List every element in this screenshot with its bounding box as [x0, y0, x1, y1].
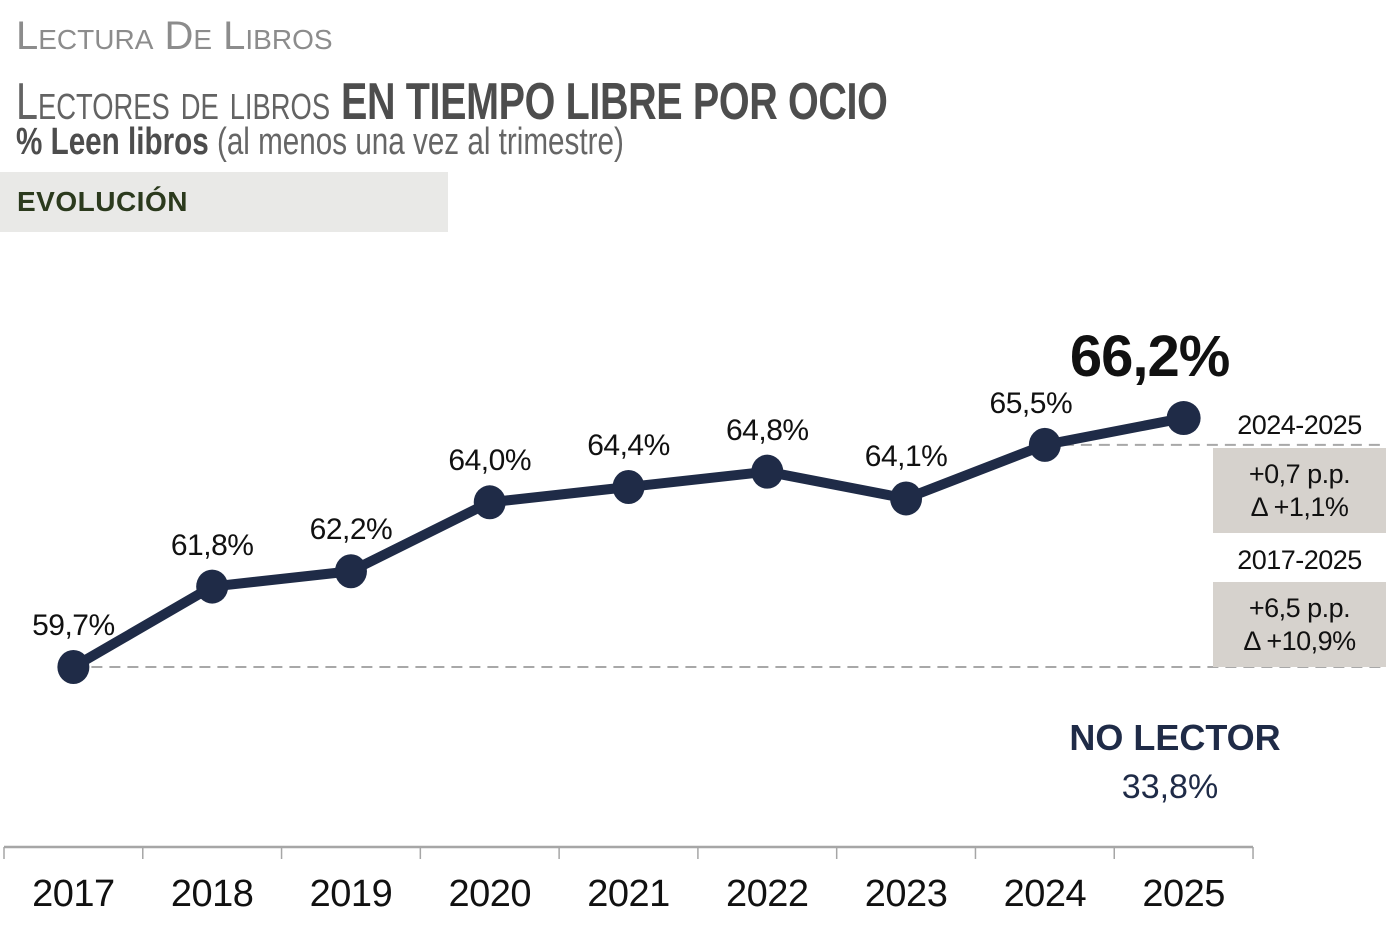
- value-label-2019: 62,2%: [309, 513, 393, 547]
- data-point-2025: [1166, 401, 1201, 436]
- x-tick-label-2022: 2022: [726, 873, 809, 915]
- x-tick-label-2023: 2023: [864, 873, 948, 915]
- evolution-banner: EVOLUCIÓN: [0, 172, 448, 232]
- annotation-total-pp: +6,5 p.p.: [1248, 592, 1351, 623]
- value-label-2018: 61,8%: [170, 528, 254, 562]
- value-label-2017: 59,7%: [32, 609, 115, 642]
- data-point-2022: [751, 454, 784, 489]
- x-tick-label-2024: 2024: [1003, 873, 1087, 915]
- x-tick-label-2020: 2020: [448, 873, 531, 915]
- annotation-recent-pp: +0,7 p.p.: [1248, 458, 1351, 489]
- data-point-2019: [334, 554, 367, 589]
- title-regular-part: Lectores de libros: [16, 73, 342, 131]
- no-lector-value: 33,8%: [1121, 768, 1219, 806]
- data-point-2023: [890, 481, 923, 516]
- page-title: Lectores de libros EN TIEMPO LIBRE POR O…: [16, 73, 888, 131]
- annotation-box-recent: +0,7 p.p. Δ +1,1%: [1213, 448, 1386, 533]
- value-label-2024: 65,5%: [989, 386, 1073, 420]
- x-tick-label-2019: 2019: [309, 873, 393, 915]
- data-point-2021: [612, 469, 645, 504]
- data-point-2024: [1028, 427, 1061, 462]
- annotation-period-total: 2017-2025: [1237, 545, 1362, 575]
- x-tick-label-2018: 2018: [170, 873, 254, 915]
- evolution-banner-label: EVOLUCIÓN: [17, 186, 188, 217]
- annotation-period-recent: 2024-2025: [1237, 410, 1362, 440]
- annotation-total-delta: Δ +10,9%: [1243, 625, 1356, 656]
- annotation-recent-delta: Δ +1,1%: [1250, 491, 1349, 522]
- data-point-2017: [57, 650, 90, 684]
- value-label-2021: 64,4%: [587, 428, 670, 462]
- x-tick-label-2025: 2025: [1142, 873, 1225, 915]
- value-label-2025: 66,2%: [1069, 324, 1230, 390]
- subtitle-measure: % Leen libros: [16, 121, 209, 163]
- value-label-2023: 64,1%: [864, 440, 948, 474]
- value-label-2020: 64,0%: [448, 444, 532, 478]
- title-bold-part: EN TIEMPO LIBRE POR OCIO: [341, 73, 888, 131]
- subtitle-note: (al menos una vez al trimestre): [208, 121, 624, 163]
- data-point-2018: [196, 569, 229, 604]
- annotation-box-total: +6,5 p.p. Δ +10,9%: [1213, 582, 1386, 667]
- subtitle: % Leen libros (al menos una vez al trime…: [16, 120, 624, 164]
- kicker: Lectura De Libros: [16, 14, 333, 58]
- value-label-2022: 64,8%: [725, 413, 809, 447]
- data-point-2020: [473, 485, 506, 520]
- no-lector-label: NO LECTOR: [1069, 717, 1281, 758]
- x-tick-label-2017: 2017: [32, 873, 115, 915]
- x-tick-label-2021: 2021: [587, 873, 670, 915]
